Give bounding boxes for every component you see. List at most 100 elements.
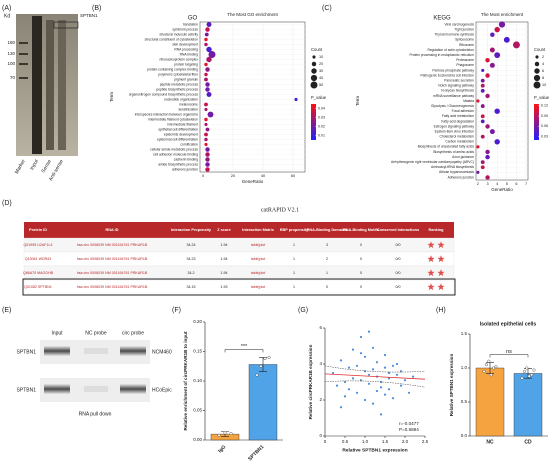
- data-point: [387, 388, 391, 391]
- dot: [512, 41, 520, 49]
- dot: [485, 73, 490, 78]
- data-point: [403, 379, 407, 382]
- y-tick-label: Viral carcinogenesis: [445, 22, 475, 26]
- y-tick-label: polymeric cytoskeletal fiber: [158, 72, 198, 76]
- dot: [205, 157, 210, 162]
- y-tick-label: RNA processing: [174, 47, 198, 51]
- y-tick-label: epidermal cell differentiation: [157, 137, 198, 141]
- lane-label: Input: [29, 158, 40, 171]
- x-tick-label: 5: [506, 182, 508, 186]
- y-tick-label: adherens junction: [172, 167, 198, 171]
- y-tick-label: 0.05: [193, 408, 202, 413]
- dot: [204, 117, 208, 122]
- table-cell: 0/0: [396, 285, 401, 289]
- y-tick-label: 0.15: [193, 349, 202, 354]
- dot: [204, 77, 208, 82]
- dot: [485, 93, 490, 99]
- panel-label: (E): [2, 307, 11, 314]
- y-tick-label: 0.10: [193, 378, 202, 383]
- legend-dot: [533, 81, 541, 89]
- table-cell: 1.94: [221, 271, 228, 275]
- data-point: [532, 368, 536, 372]
- dot: [480, 78, 485, 83]
- x-tick-label: SPTBN1: [247, 444, 265, 462]
- legend-title: P_value: [534, 95, 550, 100]
- y-tick-label: Proteasome: [456, 58, 474, 62]
- x-tick-label: 7: [525, 182, 527, 186]
- y-tick-label: Aminoacyl-tRNA biosynthesis: [431, 165, 474, 169]
- gel-lane: [32, 16, 42, 154]
- data-point: [484, 363, 488, 367]
- colorbar: [311, 104, 316, 140]
- y-tick-label: Carbon metabolism: [445, 140, 474, 144]
- colorbar-label: 0.01: [318, 133, 325, 137]
- legend-dot: [533, 74, 541, 82]
- colorbar-label: 0.12: [541, 104, 548, 108]
- chart-title: The Most GO enrichment: [227, 12, 278, 17]
- y-tick-label: amide biosynthetic process: [158, 162, 198, 166]
- lane-label: Marker: [14, 158, 27, 175]
- data-point: [371, 368, 375, 371]
- colorbar-label: 0.03: [318, 115, 325, 119]
- y-tick-label: 4: [319, 361, 322, 366]
- data-point: [351, 377, 355, 380]
- legend-dot: [311, 61, 317, 67]
- blot-band: [84, 348, 108, 354]
- dot: [485, 124, 490, 129]
- y-tick-label: structural molecule activity: [159, 32, 198, 36]
- rank-star: [427, 255, 435, 263]
- y-tick-label: organonitrogen compound biosynthetic pro…: [129, 92, 199, 96]
- blot-band: [44, 384, 70, 394]
- y-tick-label: protein-containing complex binding: [147, 67, 198, 71]
- table-title: catRAPID V2.1: [261, 207, 299, 213]
- rank-star: [437, 241, 445, 249]
- dot: [494, 108, 500, 114]
- dot: [489, 47, 495, 53]
- table-header: [24, 222, 454, 238]
- y-tick-label: interspecies interaction between organis…: [135, 112, 199, 116]
- legend-dot: [534, 61, 540, 67]
- table-cell: 1: [293, 257, 295, 261]
- dot: [204, 142, 208, 147]
- table-cell: 0: [360, 257, 362, 261]
- marker-band: [19, 77, 28, 79]
- table-cell: 1: [293, 243, 295, 247]
- confidence-band: [324, 365, 426, 373]
- table-cell: 0: [360, 271, 362, 275]
- y-tick-label: Fatty acid degradation: [441, 119, 474, 123]
- y-axis-label: Relative circPRKAR1B expression: [308, 344, 313, 419]
- data-point: [527, 374, 531, 378]
- row-label: SPTBN1: [17, 387, 37, 393]
- dot: [481, 68, 485, 72]
- y-tick-label: ribonucleoprotein complex: [160, 57, 199, 61]
- dot: [204, 42, 208, 47]
- legend-title: P_value: [311, 95, 327, 100]
- data-point: [494, 365, 498, 369]
- dot: [480, 104, 485, 109]
- y-tick-label: Glycolysis / Gluconeogenesis: [431, 104, 474, 108]
- chart-label: GO: [188, 16, 198, 22]
- data-point: [347, 388, 351, 391]
- error-bar: [486, 362, 494, 374]
- y-tick-label: Malaria: [463, 99, 474, 103]
- data-point: [339, 359, 343, 362]
- data-point: [375, 361, 379, 364]
- chart-title: Isolated epithelial cells: [480, 321, 537, 327]
- y-tick-label: 0.00: [193, 437, 202, 442]
- dot: [205, 147, 210, 152]
- plot-frame: [199, 21, 306, 173]
- y-tick-label: protein targeting: [174, 62, 198, 66]
- data-point: [363, 355, 367, 358]
- panel-label: (C): [322, 5, 332, 12]
- table-cell: 34.23: [187, 257, 196, 261]
- marker-label: 70: [10, 75, 16, 80]
- data-point: [489, 373, 493, 377]
- y-tick-label: Pentose phosphate pathway: [432, 68, 474, 72]
- data-point: [407, 391, 411, 394]
- data-point: [359, 335, 363, 339]
- colorbar-label: 0.03: [541, 135, 548, 139]
- data-point: [522, 369, 526, 373]
- y-tick-label: Estrogen signaling pathway: [434, 124, 475, 128]
- legend-label: 20: [319, 62, 323, 66]
